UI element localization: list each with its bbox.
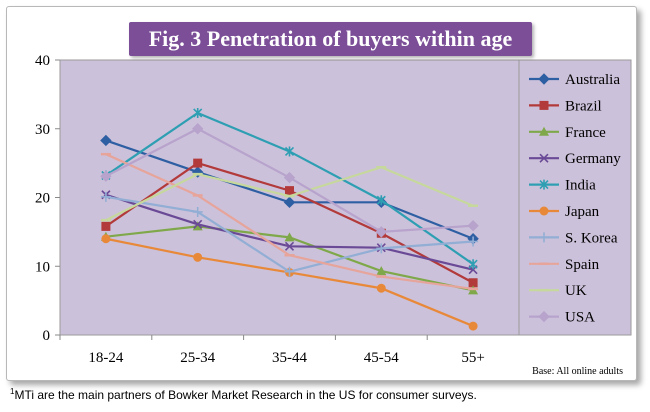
legend-label: France [565,125,606,141]
legend-item-s-korea: S. Korea [529,230,618,246]
legend-label: India [565,178,596,194]
data-point-australia [283,196,296,209]
legend-label: S. Korea [565,230,618,246]
legend-label: Brazil [565,98,602,114]
series-spain [100,152,479,291]
series-s-korea [100,191,479,277]
data-point-usa [283,171,296,184]
legend-label: USA [565,310,595,326]
line-chart: 0 10 20 30 40 18-24 25-34 35-44 45-54 55+ Austral… [35,53,632,377]
data-point-india [376,195,386,206]
data-point-s-korea [192,206,203,217]
footnote: 1MTi are the main partners of Bowker Mar… [10,387,477,402]
data-point-japan [101,234,111,244]
legend-item-japan: Japan [529,204,600,220]
legend-item-india: India [529,178,596,194]
data-point-brazil [101,221,111,231]
legend-swatch-marker [539,100,549,110]
legend-swatch-marker [539,179,549,190]
data-point-japan [193,252,203,262]
legend-item-germany: Germany [529,151,621,167]
legend-swatch-marker [538,73,550,85]
legend-label: UK [565,283,587,299]
data-point-usa [375,226,388,238]
legend-item-australia: Australia [529,72,620,88]
data-point-brazil [468,278,478,288]
data-point-france [376,266,387,276]
series-usa [100,123,479,238]
series-germany [101,190,478,275]
data-point-india [193,107,203,118]
data-point-usa [467,219,479,232]
data-point-brazil [285,186,294,196]
data-point-france [192,221,203,231]
x-tick-label: 35-44 [272,350,307,366]
x-tick-label: 18-24 [88,350,123,366]
chart-frame: 0 10 20 30 40 18-24 25-34 35-44 45-54 55+ Austral… [6,6,637,381]
legend-item-spain: Spain [529,257,600,273]
legend-swatch-marker [539,126,549,136]
base-note: Base: All online adults [532,366,623,377]
series-uk [100,166,479,222]
legend-item-uk: UK [529,283,587,299]
legend-item-brazil: Brazil [529,98,602,114]
y-tick-label: 40 [35,53,50,69]
data-point-usa [100,170,112,182]
x-tick-label: 45-54 [364,350,399,366]
data-point-australia [100,134,112,147]
data-point-s-korea [100,191,111,202]
data-point-s-korea [468,236,479,247]
legend-swatch-marker [539,206,549,216]
data-point-india [284,146,295,157]
data-point-germany [284,241,295,251]
legend-swatch-marker [538,310,550,323]
legend-item-france: France [529,125,606,141]
data-point-japan [468,321,478,331]
y-tick-label: 20 [35,191,50,207]
data-point-germany [193,219,203,229]
legend-label: Australia [565,72,620,88]
data-point-s-korea [284,266,295,277]
y-tick-label: 0 [43,328,51,344]
data-point-japan [376,283,386,293]
legend-swatch-marker [539,232,549,243]
data-point-brazil [193,158,203,168]
data-point-france [284,232,295,242]
y-tick-label: 10 [35,259,50,275]
legend-label: Japan [565,204,600,220]
legend-item-usa: USA [529,310,595,326]
footnote-text: MTi are the main partners of Bowker Mark… [14,388,477,402]
footnote-mark: 1 [10,387,15,396]
y-tick-label: 30 [35,122,50,138]
legend-swatch-marker [539,153,549,163]
data-point-india [468,259,478,270]
data-point-s-korea [376,243,387,254]
x-tick-label: 25-34 [180,350,215,366]
x-tick-label: 55+ [461,350,484,366]
data-point-usa [191,123,204,135]
chart-title: Fig. 3 Penetration of buyers within age [129,22,532,56]
legend-label: Germany [565,151,621,167]
legend-label: Spain [565,257,600,273]
